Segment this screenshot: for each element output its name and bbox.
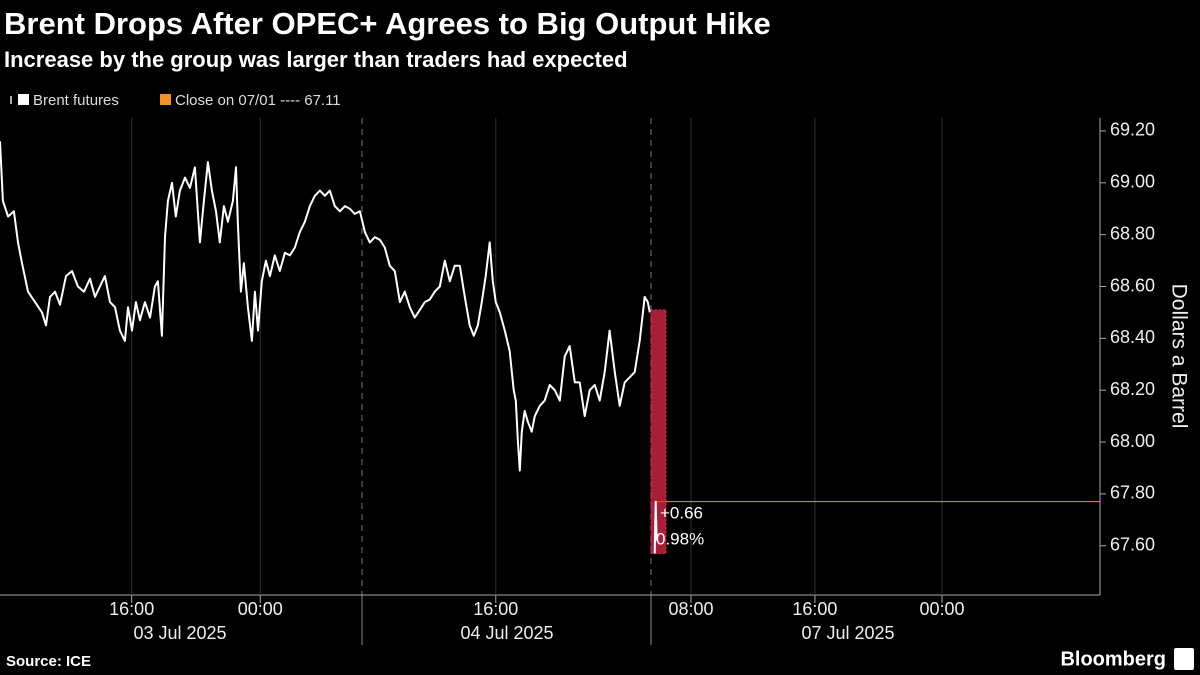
y-tick-label: 67.60 xyxy=(1110,534,1155,554)
y-tick-label: 68.80 xyxy=(1110,223,1155,243)
y-tick-label: 67.80 xyxy=(1110,483,1155,503)
source: Source: ICE xyxy=(6,653,91,670)
y-axis-title: Dollars a Barrel xyxy=(1167,284,1190,429)
y-tick-label: 69.00 xyxy=(1110,172,1155,192)
annotation: +0.66 xyxy=(660,503,703,522)
y-tick-label: 68.60 xyxy=(1110,275,1155,295)
x-tick-label: 16:00 xyxy=(109,599,154,619)
price-line xyxy=(0,141,658,554)
chart-title: Brent Drops After OPEC+ Agrees to Big Ou… xyxy=(4,6,771,41)
x-tick-label: 16:00 xyxy=(473,599,518,619)
y-tick-label: 68.20 xyxy=(1110,379,1155,399)
change-box xyxy=(650,309,667,555)
y-tick-label: 68.40 xyxy=(1110,327,1155,347)
date-label: 07 Jul 2025 xyxy=(801,623,894,643)
legend-swatch xyxy=(160,94,171,105)
brand-icon xyxy=(1174,648,1194,670)
legend-label: Brent futures xyxy=(33,92,119,109)
x-tick-label: 16:00 xyxy=(792,599,837,619)
legend-swatch xyxy=(18,94,29,105)
legend-pin xyxy=(10,96,12,104)
x-tick-label: 00:00 xyxy=(919,599,964,619)
y-tick-label: 68.00 xyxy=(1110,431,1155,451)
chart-subtitle: Increase by the group was larger than tr… xyxy=(4,47,628,72)
brand: Bloomberg xyxy=(1060,648,1166,670)
date-label: 03 Jul 2025 xyxy=(133,623,226,643)
annotation: 0.98% xyxy=(656,529,704,548)
date-label: 04 Jul 2025 xyxy=(460,623,553,643)
y-tick-label: 69.20 xyxy=(1110,120,1155,140)
x-tick-label: 00:00 xyxy=(238,599,283,619)
legend: Brent futures Close on 07/01 ---- 67.11 xyxy=(10,92,341,109)
x-tick-label: 08:00 xyxy=(668,599,713,619)
legend-label: Close on 07/01 ---- 67.11 xyxy=(175,92,341,109)
